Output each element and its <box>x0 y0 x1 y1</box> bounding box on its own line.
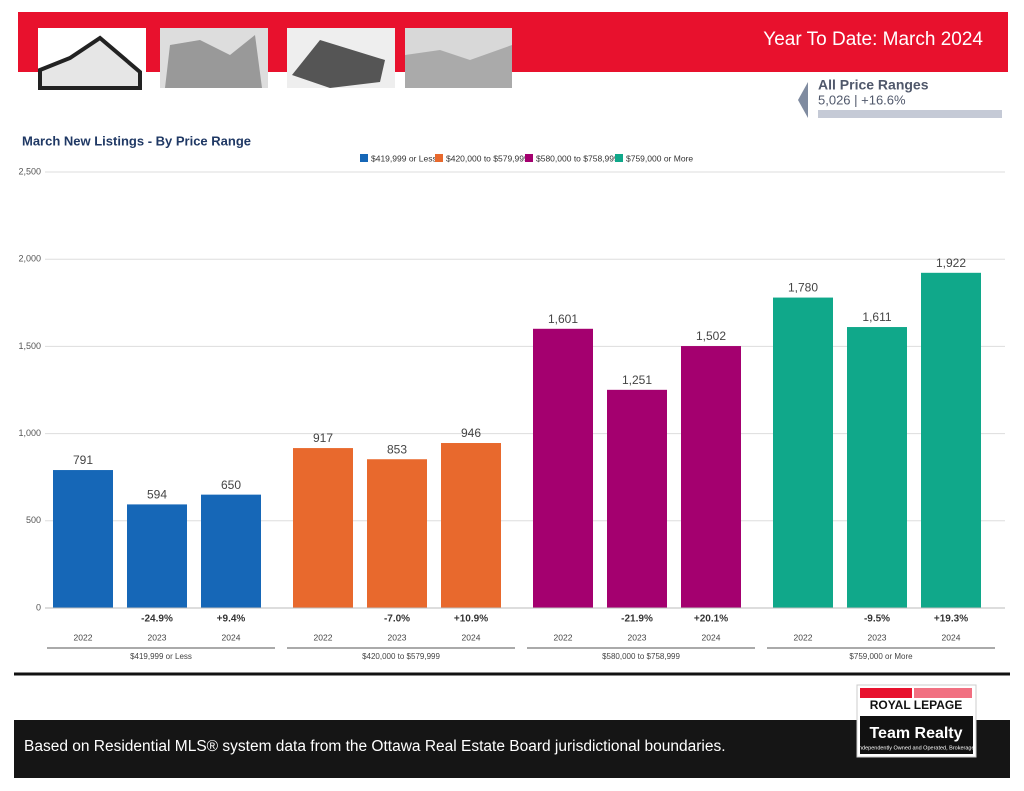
logo-dark <box>860 716 973 754</box>
value-label: 1,611 <box>862 310 891 324</box>
x-tick-label: 2024 <box>222 632 241 642</box>
change-label: -24.9% <box>141 614 173 625</box>
value-label: 1,601 <box>548 312 578 326</box>
change-label: +20.1% <box>694 614 728 625</box>
x-tick-label: 2022 <box>74 632 93 642</box>
change-label: +10.9% <box>454 614 488 625</box>
legend-swatch <box>615 154 623 162</box>
change-label: -7.0% <box>384 614 410 625</box>
group-label: $759,000 or More <box>849 652 913 661</box>
x-tick-label: 2023 <box>868 632 887 642</box>
legend-label: $580,000 to $758,999 <box>536 153 619 163</box>
group-label: $580,000 to $758,999 <box>602 652 680 661</box>
group-label: $420,000 to $579,999 <box>362 652 440 661</box>
value-label: 791 <box>73 453 93 467</box>
house-icon <box>38 35 142 90</box>
legend-swatch <box>360 154 368 162</box>
chart: 0 500 1,000 1,500 2,000 2,500 $419,999 or Less… <box>18 153 1005 661</box>
change-label: +9.4% <box>217 614 246 625</box>
logo-top: ROYAL LEPAGE <box>870 698 962 712</box>
footer-band <box>14 720 1010 778</box>
change-label: -9.5% <box>864 614 890 625</box>
y-tick-label: 0 <box>36 602 41 612</box>
value-label: 594 <box>147 488 167 502</box>
group-label: $419,999 or Less <box>130 652 192 661</box>
bar <box>681 346 741 608</box>
value-label: 917 <box>313 431 333 445</box>
x-tick-label: 2024 <box>462 632 481 642</box>
x-tick-label: 2022 <box>794 632 813 642</box>
value-label: 650 <box>221 478 241 492</box>
y-tick-label: 2,000 <box>18 254 41 264</box>
x-tick-label: 2024 <box>942 632 961 642</box>
y-tick-label: 2,500 <box>18 166 41 176</box>
bar <box>533 328 593 608</box>
building-icon <box>165 35 262 88</box>
x-tick-label: 2024 <box>702 632 721 642</box>
value-label: 946 <box>461 426 481 440</box>
x-tick-label: 2023 <box>148 632 167 642</box>
value-label: 1,780 <box>788 281 818 295</box>
legend-label: $419,999 or Less <box>371 153 437 163</box>
value-label: 1,922 <box>936 256 966 270</box>
summary-value: 5,026 | +16.6% <box>818 92 906 107</box>
bar <box>201 494 261 608</box>
logo-main: Team Realty <box>869 725 962 742</box>
bar <box>53 470 113 608</box>
x-tick-label: 2022 <box>554 632 573 642</box>
bar <box>127 504 187 608</box>
y-tick-label: 1,000 <box>18 428 41 438</box>
value-label: 1,502 <box>696 329 726 343</box>
bar <box>773 297 833 608</box>
x-tick-label: 2023 <box>388 632 407 642</box>
summary-label: All Price Ranges <box>818 77 929 93</box>
y-tick-label: 1,500 <box>18 341 41 351</box>
legend-swatch <box>435 154 443 162</box>
chart-title: March New Listings - By Price Range <box>22 133 251 148</box>
bar <box>367 459 427 608</box>
change-label: -21.9% <box>621 614 653 625</box>
logo-sub: Independently Owned and Operated, Broker… <box>857 745 974 751</box>
bar <box>921 272 981 608</box>
logo-stripe <box>914 688 972 698</box>
summary-bar <box>818 110 1002 118</box>
value-label: 1,251 <box>622 373 652 387</box>
building-icon <box>292 40 385 88</box>
bar <box>441 443 501 608</box>
change-label: +19.3% <box>934 614 968 625</box>
bar <box>847 327 907 608</box>
street-icon <box>405 45 512 88</box>
x-tick-label: 2022 <box>314 632 333 642</box>
logo-stripe <box>860 688 912 698</box>
arrow <box>798 82 808 118</box>
logo: ROYAL LEPAGE Team Realty Independently O… <box>856 684 977 758</box>
legend-label: $759,000 or More <box>626 153 693 163</box>
bar <box>607 389 667 608</box>
y-tick-label: 500 <box>26 515 41 525</box>
bar <box>293 448 353 608</box>
x-tick-label: 2023 <box>628 632 647 642</box>
legend-label: $420,000 to $579,999 <box>446 153 529 163</box>
footer-text: Based on Residential MLS® system data fr… <box>24 738 726 755</box>
photos <box>38 28 512 90</box>
header-title: Year To Date: March 2024 <box>763 29 983 50</box>
legend-swatch <box>525 154 533 162</box>
value-label: 853 <box>387 442 407 456</box>
